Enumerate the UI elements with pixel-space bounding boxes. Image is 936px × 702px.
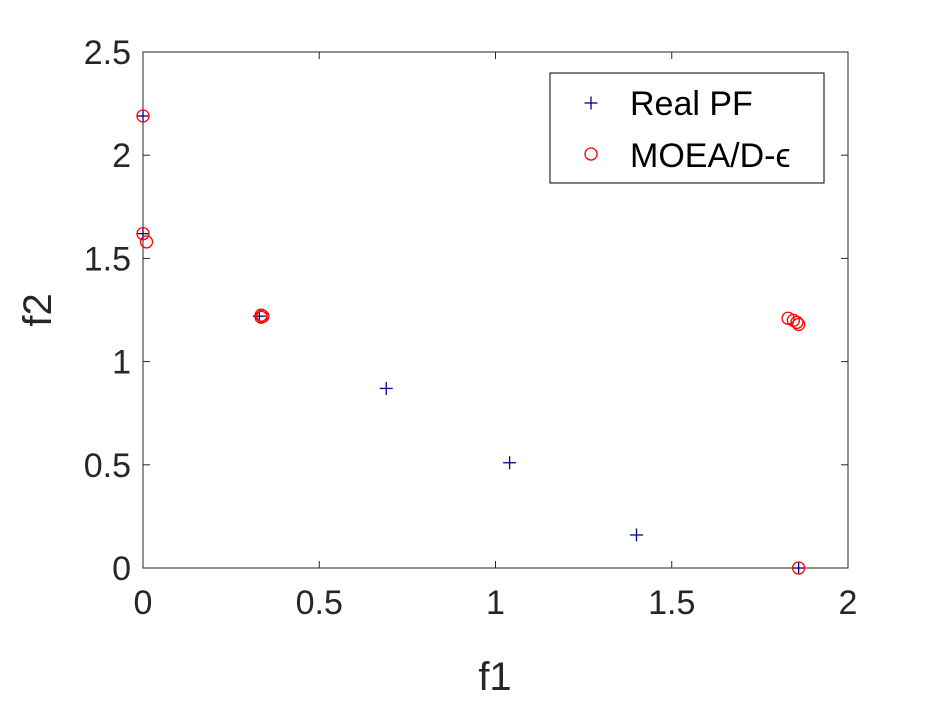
legend-markers: [584, 96, 598, 161]
moead-point: [792, 561, 806, 575]
moead-point: [254, 310, 268, 324]
legend: Real PF MOEA/D-ϵ: [549, 72, 825, 184]
legend-marker-moead: [584, 147, 598, 161]
real-pf-point: [379, 381, 393, 395]
real-pf-point: [792, 561, 806, 575]
y-tick-label: 1: [112, 344, 131, 382]
moead-point: [139, 235, 154, 249]
moead-point: [136, 109, 150, 123]
moead-point: [790, 315, 804, 330]
data-marks: [136, 109, 806, 575]
real-pf-point: [503, 456, 517, 470]
y-tick-label: 2: [112, 137, 131, 175]
y-axis-label: f2: [16, 293, 60, 326]
x-tick-label: 1: [486, 584, 505, 622]
legend-label-moead: MOEA/D-ϵ: [630, 137, 790, 175]
y-tick-label: 1.5: [84, 240, 131, 278]
x-tick-label: 0.5: [296, 584, 343, 622]
moead-point: [256, 309, 270, 323]
legend-marker-real-pf: [584, 96, 598, 110]
axis-ticks: [142, 51, 849, 569]
x-tick-label: 2: [839, 584, 858, 622]
legend-box: [549, 72, 825, 184]
real-pf-point: [630, 528, 643, 542]
real-pf-point: [136, 227, 150, 241]
legend-label-real-pf: Real PF: [630, 85, 753, 123]
y-tick-label: 0.5: [84, 447, 131, 485]
tick-labels: 0 0.5 1 1.5 2 0 0.5 1 1.5 2 2.5: [84, 34, 858, 622]
real-pf-point: [136, 109, 150, 123]
moead-point: [792, 317, 806, 332]
x-tick-label: 0: [134, 584, 153, 622]
moead-point: [136, 226, 150, 241]
x-tick-label: 1.5: [648, 584, 695, 622]
x-axis-label: f1: [478, 655, 511, 699]
y-tick-label: 2.5: [84, 34, 131, 72]
y-tick-label: 0: [112, 550, 131, 588]
